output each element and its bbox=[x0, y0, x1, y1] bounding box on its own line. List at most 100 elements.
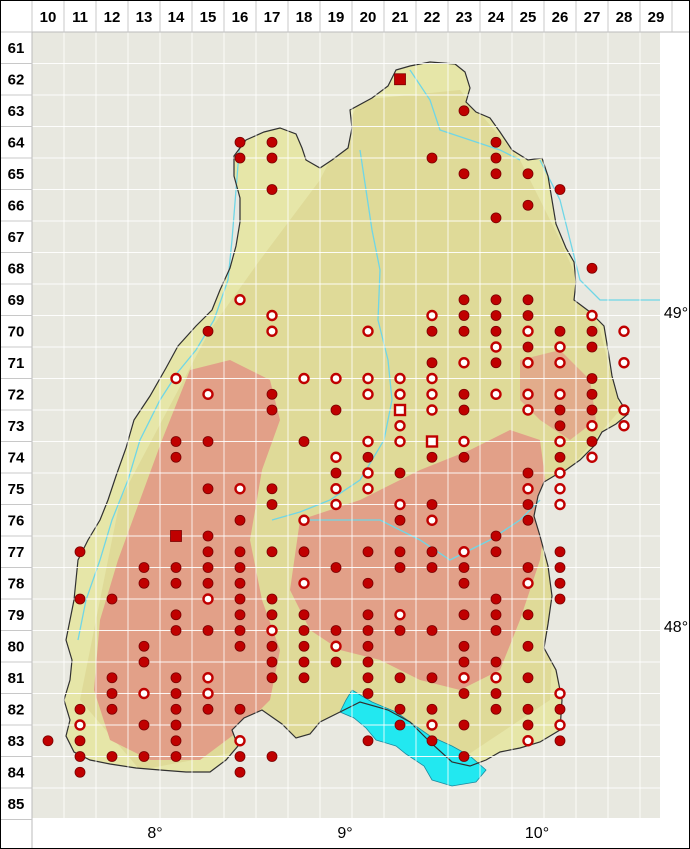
record-dot-open bbox=[490, 341, 502, 353]
record-dot-filled bbox=[170, 719, 182, 731]
record-dot-filled bbox=[522, 672, 534, 684]
column-label: 27 bbox=[584, 9, 601, 26]
record-dot-filled bbox=[554, 325, 566, 337]
record-dot-open bbox=[426, 372, 438, 385]
record-dot-open bbox=[554, 483, 566, 495]
record-dot-open bbox=[522, 735, 534, 747]
record-dot-filled bbox=[394, 625, 406, 636]
record-dot-filled bbox=[554, 562, 566, 573]
record-dot-open bbox=[426, 719, 438, 731]
record-dot-filled bbox=[426, 672, 438, 684]
row-label: 72 bbox=[8, 386, 25, 403]
column-label: 15 bbox=[200, 9, 217, 26]
record-dot-filled bbox=[426, 625, 438, 636]
record-dot-filled bbox=[490, 152, 502, 164]
record-dot-filled bbox=[554, 184, 566, 195]
record-dot-filled bbox=[522, 294, 534, 306]
record-dot-filled bbox=[490, 703, 502, 715]
record-dot-filled bbox=[362, 609, 374, 621]
record-dot-filled bbox=[394, 514, 406, 526]
record-square-filled bbox=[170, 530, 182, 542]
record-dot-filled bbox=[522, 310, 534, 321]
record-dot-filled bbox=[586, 262, 598, 274]
record-dot-filled bbox=[106, 688, 118, 699]
record-dot-filled bbox=[170, 577, 182, 589]
record-dot-filled bbox=[266, 640, 278, 652]
record-dot-open bbox=[426, 514, 438, 526]
record-dot-filled bbox=[586, 341, 598, 353]
record-dot-filled bbox=[202, 625, 214, 636]
column-label: 25 bbox=[520, 9, 537, 26]
record-dot-open bbox=[522, 388, 534, 400]
record-dot-filled bbox=[458, 719, 470, 731]
record-dot-filled bbox=[298, 609, 310, 621]
record-dot-filled bbox=[266, 751, 278, 762]
record-dot-filled bbox=[490, 310, 502, 321]
row-label: 61 bbox=[8, 40, 25, 57]
record-dot-filled bbox=[458, 388, 470, 400]
record-dot-filled bbox=[362, 672, 374, 684]
record-dot-open bbox=[362, 467, 374, 479]
record-dot-filled bbox=[586, 373, 598, 384]
record-dot-open bbox=[554, 498, 566, 511]
record-dot-filled bbox=[138, 562, 150, 573]
record-dot-filled bbox=[522, 199, 534, 211]
column-label: 24 bbox=[488, 9, 505, 26]
row-label: 79 bbox=[8, 607, 25, 624]
record-dot-filled bbox=[74, 766, 86, 778]
record-dot-filled bbox=[554, 420, 566, 432]
record-dot-open bbox=[554, 341, 566, 353]
record-dot-filled bbox=[426, 357, 438, 369]
record-dot-open bbox=[426, 388, 438, 400]
record-dot-filled bbox=[266, 152, 278, 164]
latitude-label: 48° bbox=[664, 619, 688, 636]
record-dot-filled bbox=[458, 609, 470, 621]
row-label: 62 bbox=[8, 71, 25, 88]
record-dot-filled bbox=[490, 656, 502, 668]
record-dot-filled bbox=[234, 703, 246, 715]
record-dot-open bbox=[458, 357, 470, 369]
record-dot-filled bbox=[458, 451, 470, 463]
row-label: 82 bbox=[8, 701, 25, 718]
record-dot-open bbox=[554, 435, 566, 448]
record-dot-open bbox=[170, 372, 182, 385]
record-dot-filled bbox=[170, 451, 182, 463]
record-dot-filled bbox=[106, 751, 118, 762]
record-dot-filled bbox=[330, 562, 342, 573]
row-label: 66 bbox=[8, 197, 25, 214]
record-dot-open bbox=[138, 687, 150, 700]
row-label: 65 bbox=[8, 166, 25, 183]
record-dot-open bbox=[202, 593, 214, 605]
record-dot-filled bbox=[202, 530, 214, 542]
record-dot-filled bbox=[298, 656, 310, 668]
record-dot-open bbox=[394, 372, 406, 385]
record-dot-open bbox=[362, 483, 374, 495]
row-label: 64 bbox=[8, 134, 25, 151]
record-dot-filled bbox=[74, 546, 86, 558]
row-label: 73 bbox=[8, 418, 25, 435]
record-dot-filled bbox=[362, 735, 374, 747]
record-dot-open bbox=[202, 388, 214, 400]
column-label: 28 bbox=[616, 9, 633, 26]
record-dot-open bbox=[394, 609, 406, 621]
record-dot-open bbox=[522, 577, 534, 589]
row-labels: 61 62 63 64 65 66 67 68 69 70 71 72 73 74 75 76 77 78 79 80… bbox=[8, 40, 25, 813]
record-dot-filled bbox=[170, 735, 182, 747]
record-dot-filled bbox=[330, 404, 342, 416]
record-dot-filled bbox=[298, 625, 310, 636]
record-dot-filled bbox=[170, 625, 182, 636]
row-label: 70 bbox=[8, 323, 25, 340]
record-dot-filled bbox=[266, 672, 278, 684]
record-dot-filled bbox=[522, 640, 534, 652]
record-dot-filled bbox=[362, 577, 374, 589]
record-dot-open bbox=[554, 687, 566, 700]
record-dot-filled bbox=[490, 357, 502, 369]
record-dot-filled bbox=[298, 546, 310, 558]
record-square-open bbox=[425, 435, 439, 448]
record-dot-filled bbox=[330, 625, 342, 636]
record-dot-filled bbox=[522, 703, 534, 715]
record-dot-open bbox=[458, 435, 470, 448]
record-dot-open bbox=[330, 483, 342, 495]
record-dot-filled bbox=[362, 688, 374, 699]
record-dot-filled bbox=[458, 577, 470, 589]
